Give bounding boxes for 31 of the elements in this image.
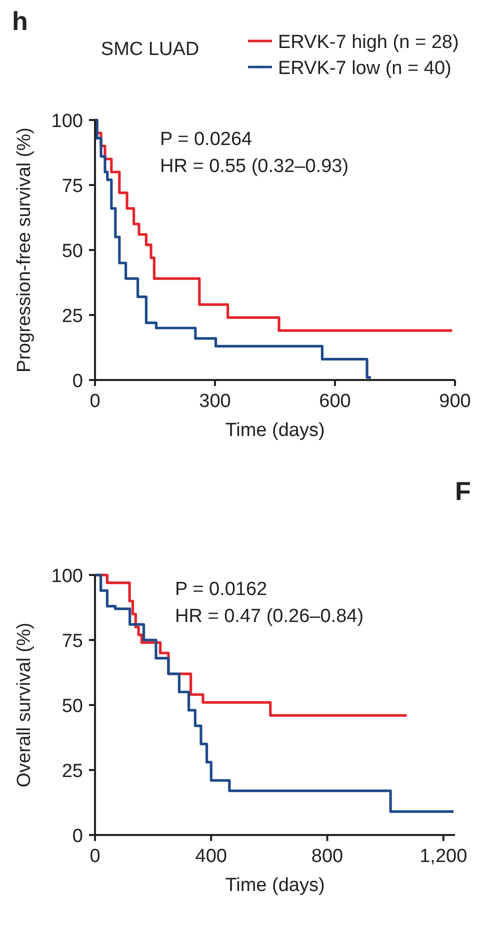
- y-tick-label: 100: [51, 111, 83, 132]
- legend-label: ERVK-7 low (n = 40): [278, 58, 452, 79]
- y-tick-label: 50: [62, 241, 83, 262]
- annotation: HR = 0.47 (0.26–0.84): [175, 606, 364, 627]
- annotation: P = 0.0162: [175, 579, 268, 600]
- y-tick-label: 100: [51, 566, 83, 587]
- x-tick-label: 0: [90, 391, 100, 412]
- text: h: [12, 6, 28, 36]
- x-tick-label: 0: [90, 846, 100, 867]
- annotation: P = 0.0264: [160, 129, 253, 150]
- y-tick-label: 50: [62, 696, 83, 717]
- legend-label: ERVK-7 high (n = 28): [278, 32, 459, 53]
- y-tick-label: 25: [62, 761, 83, 782]
- y-axis-title: Progression-free survival (%): [14, 128, 35, 372]
- y-tick-label: 75: [62, 631, 83, 652]
- annotation: HR = 0.55 (0.32–0.93): [160, 156, 349, 177]
- y-tick-label: 25: [62, 306, 83, 327]
- chart-title: SMC LUAD: [100, 39, 200, 60]
- y-tick-label: 75: [62, 176, 83, 197]
- y-tick-label: 0: [72, 826, 83, 847]
- x-tick-label: 800: [311, 846, 344, 867]
- x-tick-label: 400: [195, 846, 227, 867]
- x-tick-label: 900: [439, 391, 471, 412]
- x-tick-label: 1,200: [420, 846, 468, 867]
- x-tick-label: 300: [199, 391, 231, 412]
- y-axis-title: Overall survival (%): [14, 622, 35, 788]
- x-axis-title: Time (days): [225, 420, 325, 441]
- y-tick-label: 0: [72, 371, 83, 392]
- x-tick-label: 600: [319, 391, 351, 412]
- x-axis-title: Time (days): [225, 875, 325, 896]
- text: F: [455, 476, 471, 506]
